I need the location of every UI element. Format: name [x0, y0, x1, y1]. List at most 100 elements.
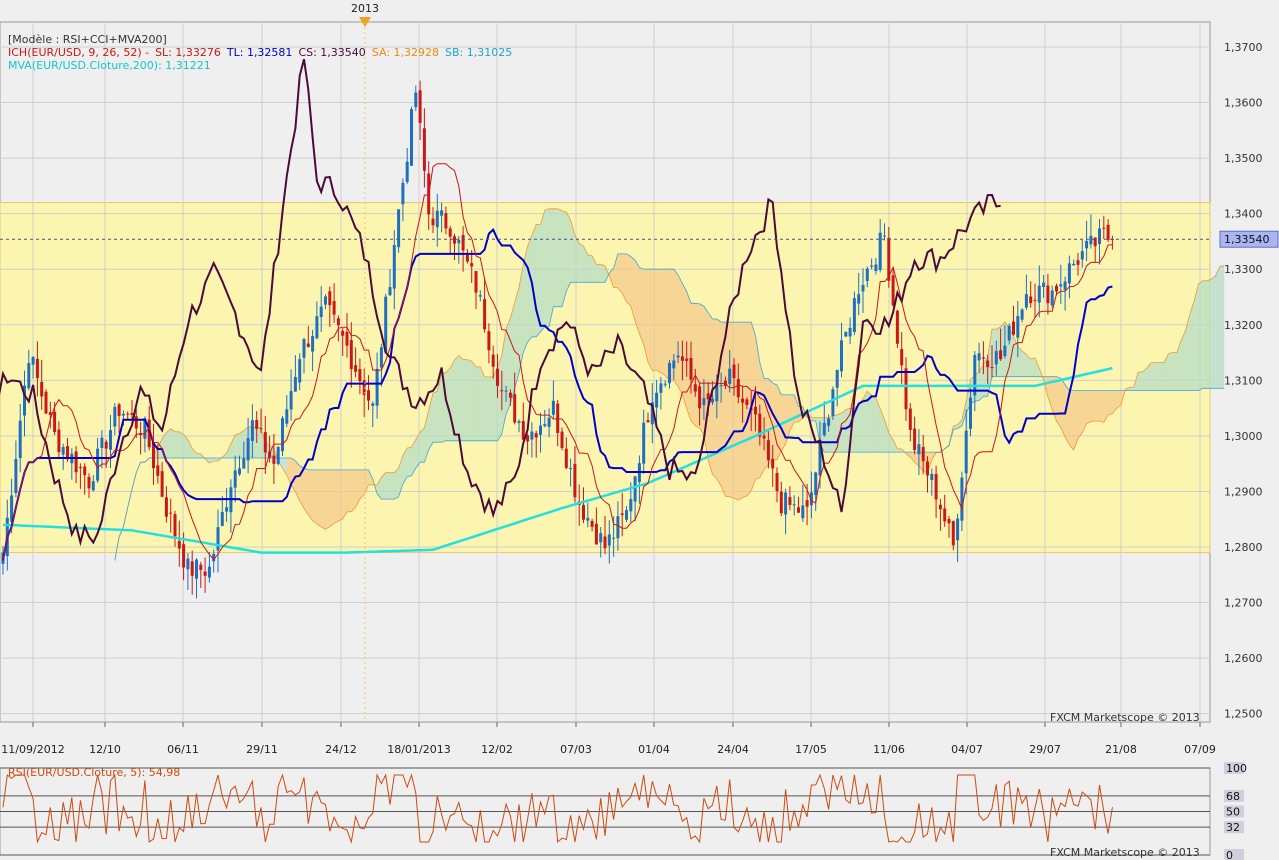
candle-body — [728, 368, 732, 384]
candle-body — [689, 357, 693, 380]
cloud-segment — [1047, 376, 1053, 410]
cloud-segment — [880, 408, 885, 453]
candle-body — [345, 331, 349, 346]
legend-sa: SA: 1,32928 — [371, 46, 440, 59]
cloud-segment — [721, 322, 726, 497]
candle-body — [259, 428, 263, 430]
cloud-segment — [338, 469, 343, 522]
cloud-segment — [1189, 301, 1195, 391]
cloud-segment — [734, 322, 739, 501]
candle-body — [134, 416, 138, 429]
cloud-segment — [626, 253, 631, 306]
candle-body — [960, 477, 964, 521]
cloud-segment — [725, 322, 730, 497]
candle-body — [298, 359, 302, 383]
cloud-segment — [549, 208, 554, 327]
cloud-segment — [1211, 275, 1216, 389]
cloud-segment — [1017, 345, 1023, 377]
legend-mva: MVA(EUR/USD.Cloture,200): 1,31221 — [8, 59, 211, 72]
cloud-segment — [1112, 390, 1117, 414]
cloud-segment — [544, 208, 550, 327]
cloud-segment — [179, 431, 184, 458]
cloud-segment — [316, 469, 322, 527]
cloud-segment — [622, 253, 627, 302]
cloud-segment — [759, 362, 765, 478]
candle-body — [956, 518, 960, 541]
cloud-segment — [579, 243, 584, 283]
candle-body — [642, 422, 646, 464]
candle-body — [220, 512, 224, 526]
candle-body — [53, 411, 57, 432]
candle-body — [263, 432, 267, 453]
candle-body — [680, 356, 684, 361]
candle-body — [831, 389, 835, 416]
cloud-segment — [192, 448, 197, 458]
legend-ichimoku: ICH(EUR/USD, 9, 26, 52) - SL: 1,33276 TL: … — [8, 46, 518, 59]
cloud-segment — [1073, 390, 1078, 450]
candle-body — [874, 264, 878, 271]
credit-main: FXCM Marketscope © 2013 — [1050, 711, 1200, 724]
candle-body — [246, 438, 250, 461]
candle-body — [801, 505, 805, 519]
cloud-segment — [1219, 265, 1225, 389]
tenkan-line — [2, 228, 1113, 561]
cloud-segment — [583, 246, 588, 283]
cloud-segment — [600, 264, 605, 283]
candle-body — [569, 467, 573, 469]
cloud-segment — [1056, 376, 1061, 428]
cloud-segment — [304, 468, 309, 515]
cloud-segment — [884, 419, 889, 453]
cloud-segment — [570, 219, 575, 283]
rsi-tick-box — [1224, 762, 1244, 774]
cloud-segment — [467, 359, 472, 441]
candle-body — [736, 379, 740, 398]
legend-sb: SB: 1,31025 — [445, 46, 513, 59]
cloud-segment — [351, 469, 356, 512]
candle-body — [83, 466, 87, 476]
candle-body — [470, 263, 474, 267]
candle-body — [947, 519, 951, 524]
candle-body — [91, 481, 95, 491]
cloud-segment — [226, 443, 231, 458]
cloud-segment — [368, 469, 373, 485]
candle-body — [195, 559, 198, 579]
y-tick-label: 1,3100 — [1224, 374, 1263, 387]
cloud-segment — [742, 322, 747, 498]
candle-body — [483, 299, 487, 330]
cloud-segment — [170, 428, 175, 458]
candle-body — [775, 472, 779, 492]
candle-body — [431, 218, 435, 226]
candle-body — [1012, 321, 1015, 335]
y-tick-label: 1,3600 — [1224, 97, 1263, 110]
candle-body — [272, 455, 276, 464]
cloud-segment — [841, 409, 846, 453]
candle-body — [48, 412, 52, 415]
candle-body — [818, 440, 822, 476]
candle-body — [414, 92, 418, 108]
x-tick-label: 17/05 — [795, 743, 827, 756]
cloud-segment — [527, 235, 532, 342]
mva200-line — [2, 366, 1113, 554]
candle-body — [517, 421, 521, 423]
candle-body — [732, 364, 736, 379]
candle-body — [745, 399, 749, 405]
cloud-segment — [1099, 390, 1104, 423]
cloud-segment — [867, 391, 872, 453]
candle-body — [276, 446, 280, 464]
candle-body — [672, 360, 676, 369]
candle-body — [508, 392, 512, 398]
candle-body — [207, 566, 211, 578]
candle-body — [31, 356, 35, 365]
candle-body — [822, 422, 826, 436]
cloud-segment — [394, 468, 399, 500]
candle-body — [943, 508, 947, 522]
candle-body — [917, 444, 921, 455]
cloud-segment — [609, 268, 614, 288]
candle-body — [435, 210, 439, 228]
candle-body — [586, 517, 590, 521]
legend-ich-name: ICH(EUR/USD, 9, 26, 52) - — [8, 46, 150, 59]
candle-body — [1033, 299, 1037, 301]
candle-body — [711, 398, 714, 403]
candle-body — [857, 294, 861, 304]
